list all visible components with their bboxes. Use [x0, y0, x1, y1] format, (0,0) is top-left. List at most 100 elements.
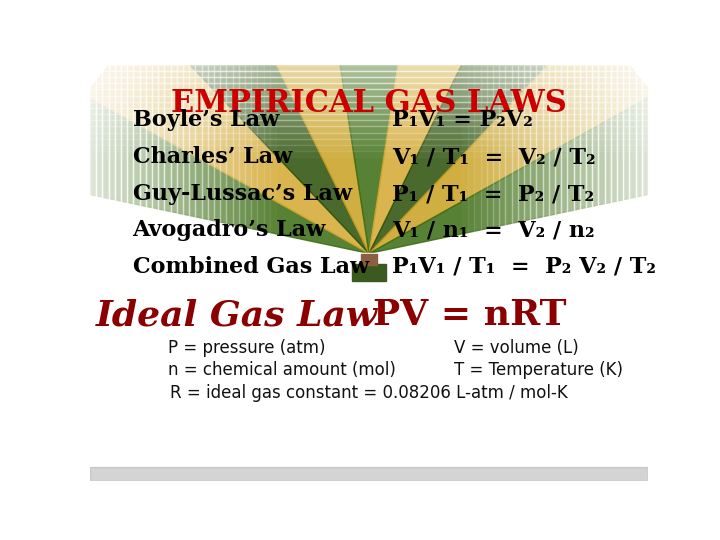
- Bar: [605, 65, 611, 265]
- Bar: [555, 65, 561, 265]
- Bar: [543, 65, 549, 265]
- Text: Ideal Gas Law: Ideal Gas Law: [96, 298, 378, 332]
- Bar: [549, 65, 555, 265]
- Bar: [245, 65, 251, 265]
- Polygon shape: [320, 0, 418, 253]
- Bar: [567, 65, 574, 265]
- Bar: [90, 90, 648, 96]
- Bar: [487, 65, 493, 265]
- Bar: [96, 65, 102, 265]
- Bar: [109, 65, 114, 265]
- Bar: [90, 253, 648, 481]
- Bar: [617, 65, 624, 265]
- Bar: [152, 65, 158, 265]
- Bar: [468, 65, 474, 265]
- Bar: [462, 65, 468, 265]
- Bar: [530, 65, 536, 265]
- Text: P₁V₁ = P₂V₂: P₁V₁ = P₂V₂: [392, 109, 533, 131]
- Bar: [352, 264, 386, 281]
- Text: Combined Gas Law: Combined Gas Law: [132, 255, 369, 278]
- Bar: [195, 65, 202, 265]
- Bar: [574, 65, 580, 265]
- Text: T = Temperature (K): T = Temperature (K): [454, 361, 624, 380]
- Bar: [561, 65, 567, 265]
- Bar: [258, 65, 264, 265]
- Bar: [499, 65, 505, 265]
- Text: P₁V₁ / T₁  =  P₂ V₂ / T₂: P₁V₁ / T₁ = P₂ V₂ / T₂: [392, 255, 656, 278]
- Bar: [127, 65, 133, 265]
- Bar: [121, 65, 127, 265]
- Bar: [264, 65, 270, 265]
- Text: n = chemical amount (mol): n = chemical amount (mol): [168, 361, 395, 380]
- Bar: [624, 65, 629, 265]
- Bar: [158, 65, 164, 265]
- Bar: [90, 108, 648, 114]
- Bar: [536, 65, 543, 265]
- Bar: [90, 120, 648, 126]
- Bar: [145, 65, 152, 265]
- Bar: [580, 65, 586, 265]
- Bar: [90, 151, 648, 157]
- Bar: [586, 65, 593, 265]
- Bar: [251, 65, 258, 265]
- Bar: [90, 65, 648, 71]
- Bar: [90, 132, 648, 139]
- Bar: [90, 139, 648, 145]
- Bar: [233, 65, 239, 265]
- Text: V₁ / T₁  =  V₂ / T₂: V₁ / T₁ = V₂ / T₂: [392, 146, 596, 168]
- Polygon shape: [369, 18, 653, 253]
- Bar: [90, 77, 648, 83]
- Bar: [611, 65, 617, 265]
- Bar: [214, 65, 220, 265]
- Bar: [177, 65, 183, 265]
- Bar: [189, 65, 195, 265]
- Polygon shape: [145, 0, 369, 253]
- Bar: [642, 65, 648, 265]
- Bar: [524, 65, 530, 265]
- Text: Avogadro’s Law: Avogadro’s Law: [132, 219, 326, 241]
- Text: Boyle’s Law: Boyle’s Law: [132, 109, 279, 131]
- Bar: [208, 65, 214, 265]
- Bar: [171, 65, 177, 265]
- Polygon shape: [369, 0, 593, 253]
- Bar: [512, 65, 518, 265]
- Bar: [140, 65, 145, 265]
- Bar: [90, 145, 648, 151]
- Bar: [164, 65, 171, 265]
- Bar: [518, 65, 524, 265]
- Text: V₁ / n₁  =  V₂ / n₂: V₁ / n₁ = V₂ / n₂: [392, 219, 595, 241]
- Text: V = volume (L): V = volume (L): [454, 339, 579, 357]
- Polygon shape: [50, 95, 369, 253]
- Bar: [636, 65, 642, 265]
- Text: R = ideal gas constant = 0.08206 L-atm / mol-K: R = ideal gas constant = 0.08206 L-atm /…: [170, 384, 568, 402]
- Bar: [90, 65, 96, 265]
- Bar: [493, 65, 499, 265]
- Bar: [90, 83, 648, 90]
- Bar: [90, 467, 648, 481]
- Polygon shape: [85, 18, 369, 253]
- Polygon shape: [226, 0, 369, 253]
- Text: P₁ / T₁  =  P₂ / T₂: P₁ / T₁ = P₂ / T₂: [392, 183, 595, 205]
- Bar: [133, 65, 140, 265]
- Bar: [90, 96, 648, 102]
- Bar: [183, 65, 189, 265]
- Bar: [598, 65, 605, 265]
- Bar: [505, 65, 512, 265]
- Bar: [270, 65, 276, 265]
- Bar: [114, 65, 121, 265]
- Text: PV = nRT: PV = nRT: [373, 298, 567, 332]
- Bar: [102, 65, 109, 265]
- Text: P = pressure (atm): P = pressure (atm): [168, 339, 325, 357]
- Bar: [226, 65, 233, 265]
- Bar: [593, 65, 598, 265]
- Bar: [90, 114, 648, 120]
- Text: EMPIRICAL GAS LAWS: EMPIRICAL GAS LAWS: [171, 88, 567, 119]
- Text: Guy-Lussac’s Law: Guy-Lussac’s Law: [132, 183, 352, 205]
- Polygon shape: [369, 95, 688, 253]
- Bar: [474, 65, 481, 265]
- Bar: [90, 126, 648, 132]
- Bar: [202, 65, 208, 265]
- Bar: [239, 65, 245, 265]
- Bar: [361, 254, 377, 265]
- Polygon shape: [369, 0, 512, 253]
